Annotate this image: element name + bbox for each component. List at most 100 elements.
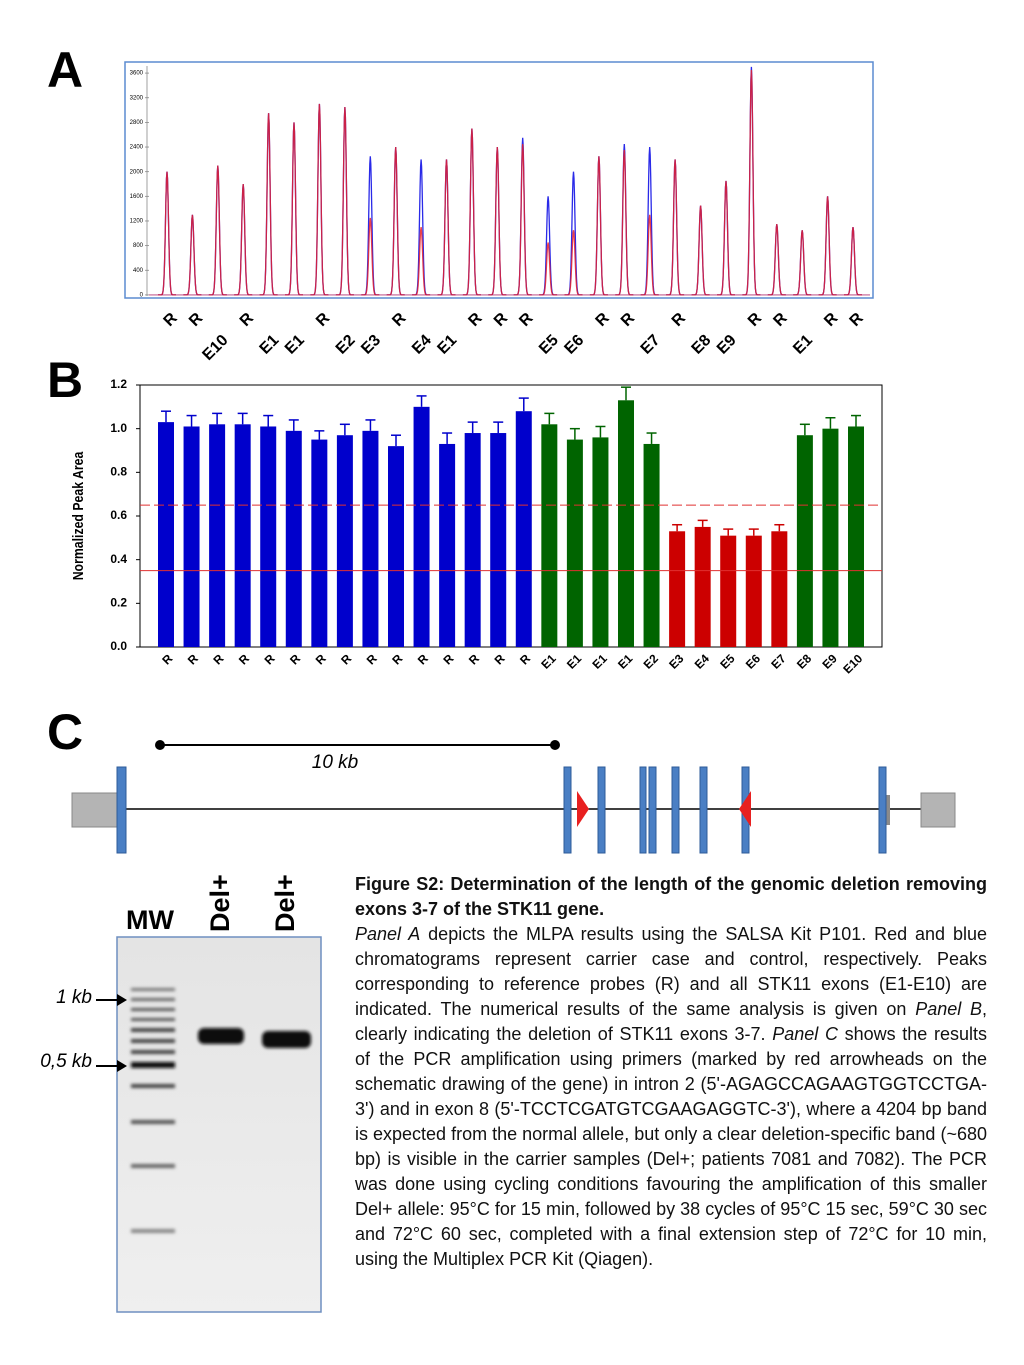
size-marker: 1 kb bbox=[56, 987, 92, 1008]
error-bar bbox=[237, 412, 248, 425]
ladder-band bbox=[131, 1229, 175, 1233]
peak bbox=[208, 165, 227, 296]
bar bbox=[745, 535, 762, 647]
peak bbox=[844, 227, 862, 296]
caption-run: shows the results of the PCR amplificati… bbox=[355, 1024, 987, 1269]
bar bbox=[311, 439, 328, 647]
y-tick-label: 400 bbox=[133, 268, 144, 274]
lane-label: Del+ bbox=[270, 874, 300, 932]
peak bbox=[412, 227, 431, 296]
caption-run: depicts the MLPA results using the SALSA… bbox=[355, 924, 987, 1019]
caption-run: , clearly indicating the deletion of STK… bbox=[355, 999, 987, 1044]
bar bbox=[618, 400, 634, 647]
bar bbox=[362, 430, 379, 647]
exon bbox=[116, 766, 127, 854]
ladder-band bbox=[131, 1120, 175, 1124]
peak bbox=[335, 106, 354, 296]
x-tick-label: R bbox=[237, 309, 258, 330]
caption-run: Panel C bbox=[772, 1024, 838, 1044]
peak bbox=[539, 242, 558, 296]
utr-box bbox=[884, 795, 890, 825]
error-bar bbox=[825, 417, 836, 429]
bar bbox=[439, 443, 456, 647]
panel-letter: C bbox=[47, 704, 83, 760]
x-tick-label: E9 bbox=[820, 651, 841, 672]
primer-arrowhead bbox=[577, 791, 589, 827]
error-bar bbox=[391, 434, 401, 447]
x-tick-label: R bbox=[313, 651, 329, 667]
x-tick-label: E1 bbox=[564, 651, 585, 672]
error-bar bbox=[186, 414, 197, 427]
error-bar bbox=[774, 523, 785, 532]
x-tick-label: R bbox=[185, 651, 201, 667]
lane-label: MW bbox=[126, 905, 174, 935]
exon bbox=[597, 766, 606, 854]
error-bar bbox=[723, 528, 734, 536]
bar bbox=[183, 426, 200, 647]
bar bbox=[669, 531, 686, 647]
error-bar bbox=[748, 528, 759, 536]
x-tick-label: E10 bbox=[199, 332, 231, 364]
size-marker: 0,5 kb bbox=[40, 1051, 92, 1072]
exon bbox=[563, 766, 572, 854]
x-tick-label: R bbox=[466, 651, 482, 667]
error-bar bbox=[288, 419, 299, 431]
x-tick-label: E1 bbox=[257, 332, 283, 358]
y-tick-label: 0 bbox=[140, 292, 144, 298]
peak bbox=[462, 128, 481, 296]
x-tick-label: E1 bbox=[790, 332, 816, 358]
x-tick-label: R bbox=[516, 309, 537, 330]
y-tick-label: 800 bbox=[133, 243, 144, 249]
bar bbox=[285, 430, 302, 647]
ladder-band bbox=[131, 988, 175, 991]
y-tick-label: 0.8 bbox=[110, 465, 127, 479]
x-tick-label: R bbox=[159, 651, 175, 667]
x-tick-label: R bbox=[491, 309, 512, 330]
peak bbox=[717, 180, 735, 296]
error-bar bbox=[595, 425, 606, 438]
error-bar bbox=[161, 410, 171, 423]
peak bbox=[818, 196, 837, 296]
x-tick-label: R bbox=[745, 309, 766, 330]
error-bar bbox=[569, 427, 580, 440]
peak bbox=[615, 150, 634, 296]
ladder-band bbox=[131, 1084, 175, 1088]
utr-box bbox=[71, 792, 121, 828]
x-tick-label: E5 bbox=[536, 332, 562, 358]
peak bbox=[488, 146, 507, 296]
x-tick-label: R bbox=[313, 309, 334, 330]
bar bbox=[464, 433, 481, 647]
exon bbox=[671, 766, 680, 854]
x-tick-label: E6 bbox=[561, 332, 587, 358]
y-tick-label: 2800 bbox=[130, 120, 144, 126]
ladder-band bbox=[131, 1164, 175, 1168]
peak bbox=[564, 230, 583, 296]
y-tick-label: 1.0 bbox=[110, 421, 127, 435]
ladder-band bbox=[131, 1062, 175, 1068]
bar bbox=[566, 439, 583, 647]
x-tick-label: E10 bbox=[840, 651, 865, 676]
peak bbox=[666, 159, 685, 296]
y-tick-label: 0.4 bbox=[110, 552, 127, 566]
bar bbox=[234, 424, 251, 647]
ladder-band bbox=[131, 1028, 175, 1032]
scale-end bbox=[550, 740, 560, 750]
x-tick-label: R bbox=[593, 309, 614, 330]
bar bbox=[209, 424, 226, 647]
peak bbox=[437, 159, 456, 296]
panel-letter: B bbox=[47, 352, 83, 408]
ladder bbox=[131, 988, 311, 1233]
x-tick-label: E1 bbox=[538, 651, 559, 672]
bar bbox=[490, 433, 507, 647]
error-bar bbox=[442, 432, 453, 444]
bar bbox=[515, 411, 532, 647]
peak bbox=[259, 113, 278, 296]
peak bbox=[767, 224, 786, 296]
y-tick-label: 0.2 bbox=[110, 596, 127, 610]
exon bbox=[648, 766, 657, 854]
x-tick-label: R bbox=[466, 309, 487, 330]
bar bbox=[796, 435, 813, 647]
bar bbox=[822, 428, 839, 647]
marker-arrow bbox=[117, 1060, 127, 1072]
